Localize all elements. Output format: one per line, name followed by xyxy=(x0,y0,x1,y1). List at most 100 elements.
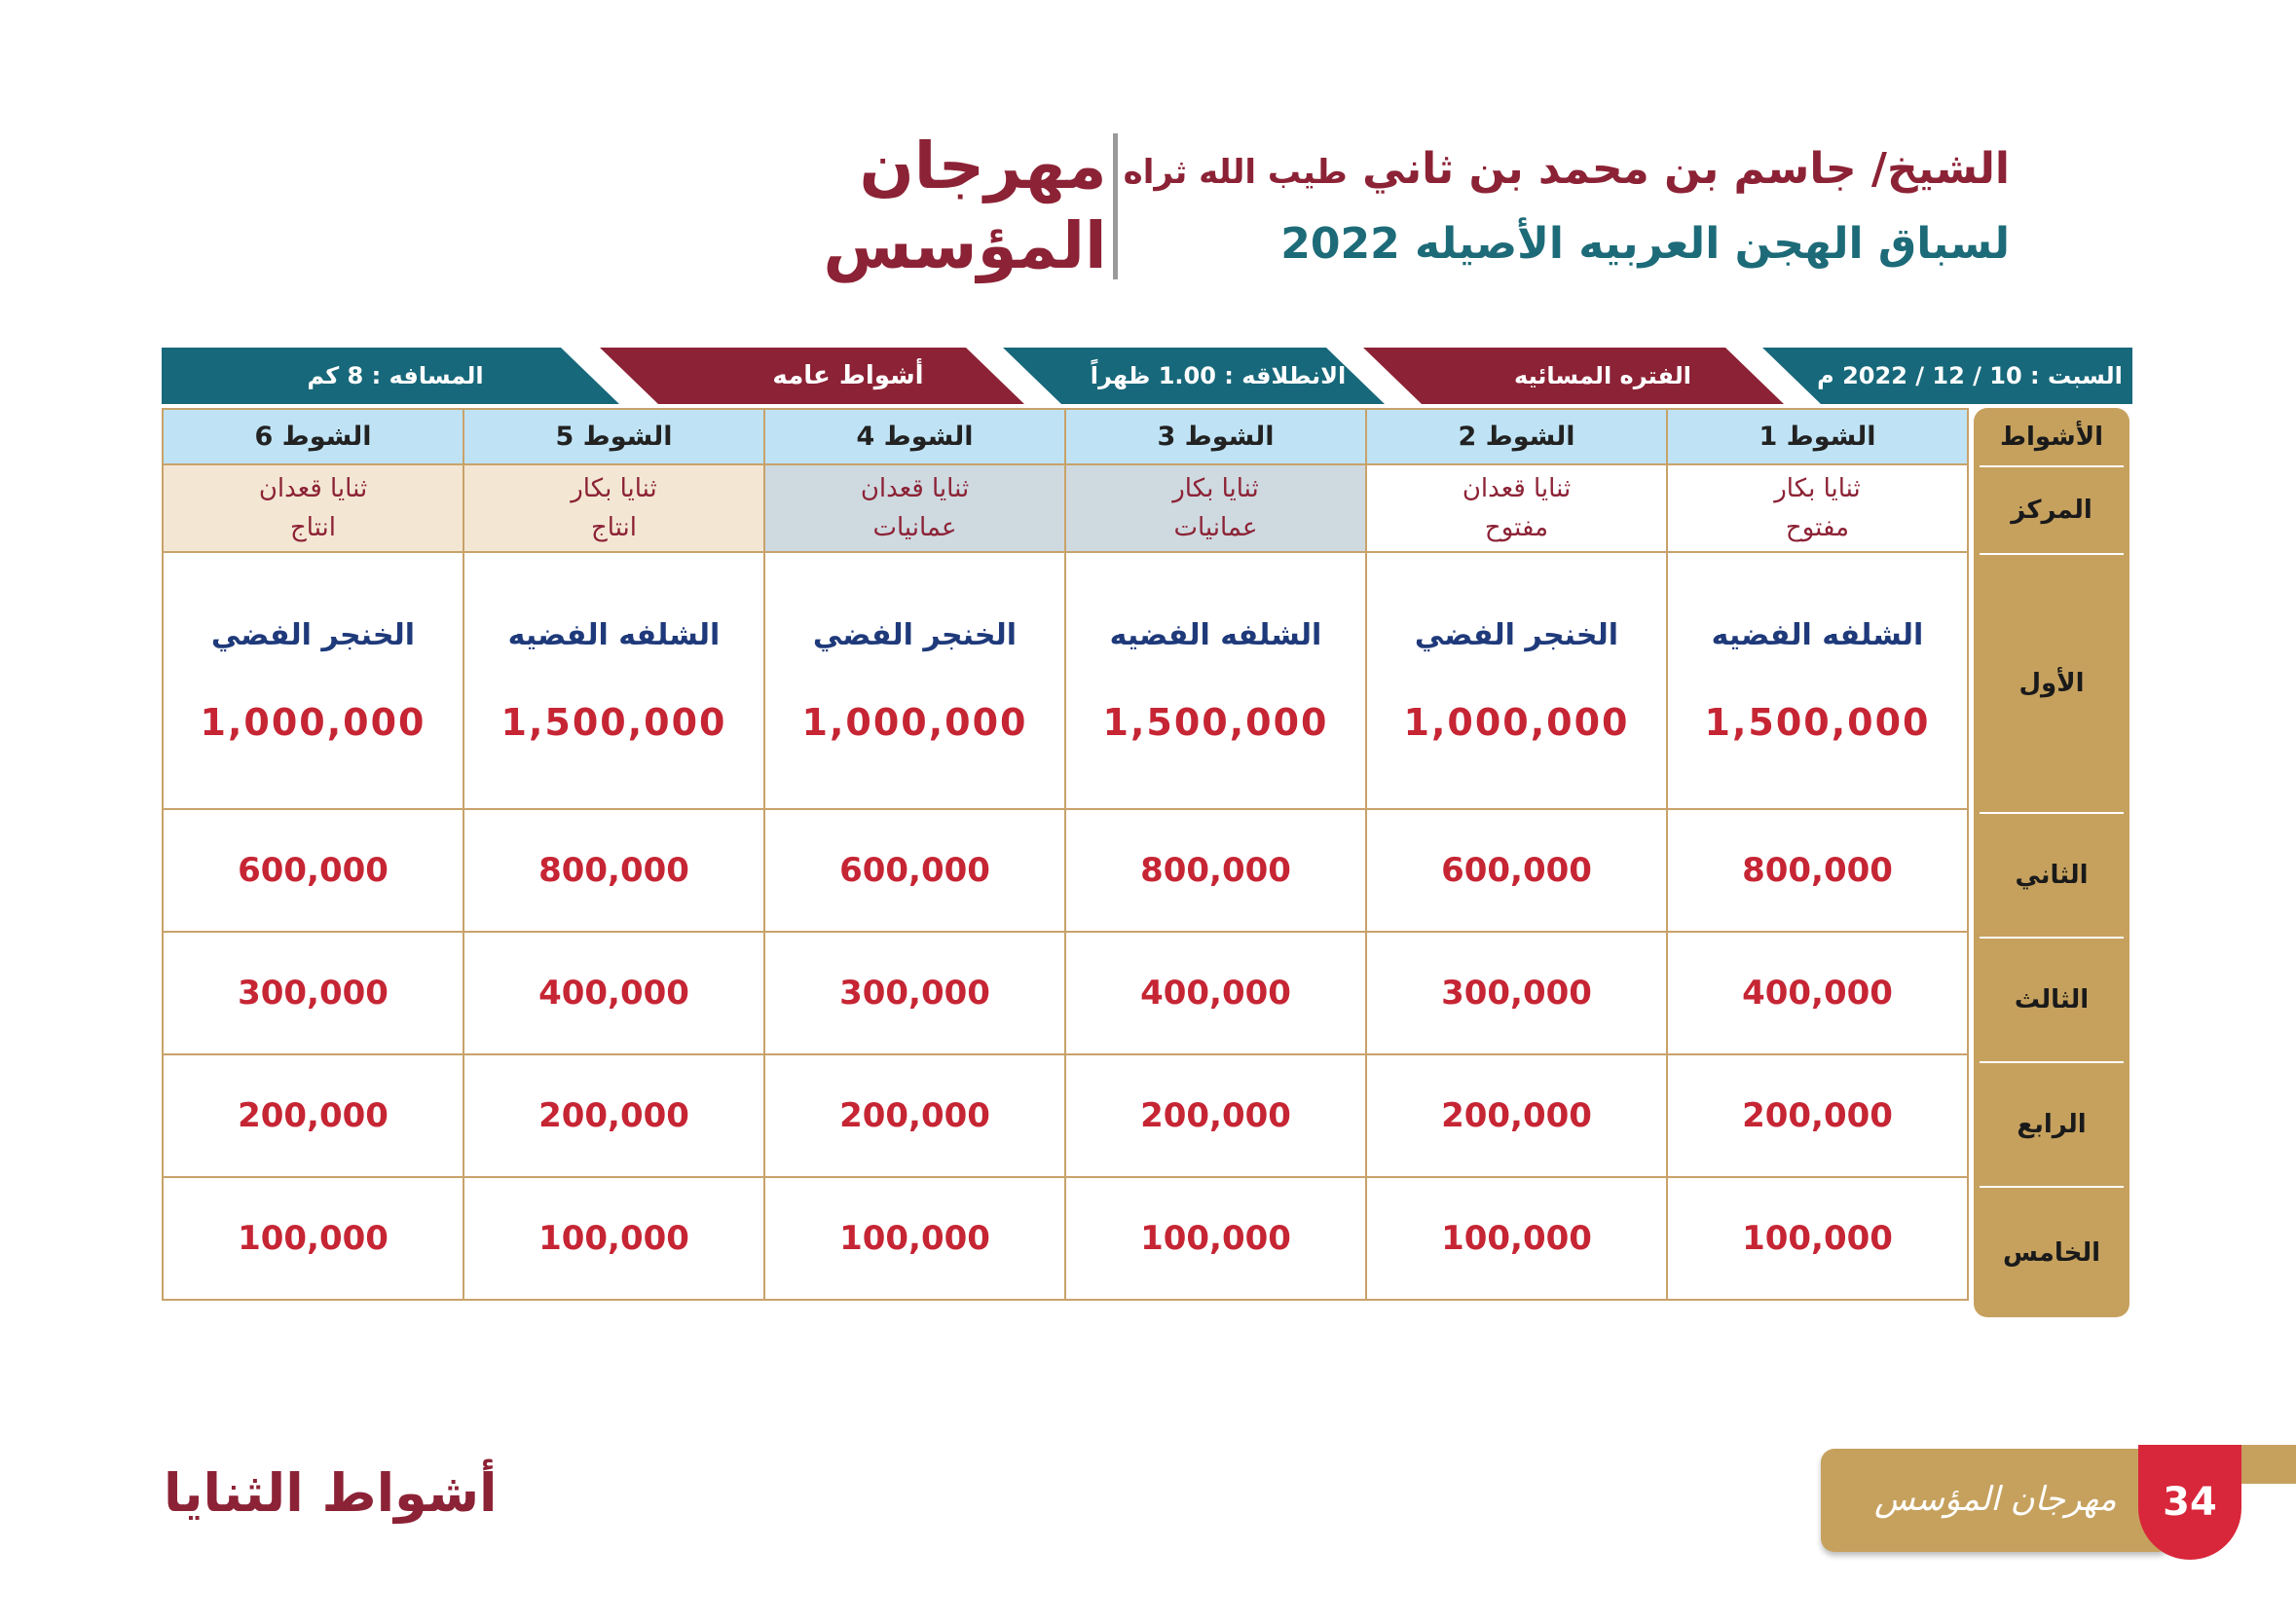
race-date: السبت : 10 / 12 / 2022 م xyxy=(1817,362,2123,389)
prize-table: الشوط 1 الشوط 2 الشوط 3 الشوط 4 الشوط 5 … xyxy=(162,408,1969,1301)
prize-cell: 200,000 xyxy=(763,1053,1066,1178)
label-center: المركز xyxy=(2011,496,2092,525)
festival-brand: مهرجان المؤسس xyxy=(799,127,1106,286)
category-type: عمانيات xyxy=(872,513,957,542)
subtitle-line-2: لسباق الهجن العربيه الأصيله 2022 xyxy=(1280,218,2010,269)
category-type: انتاج xyxy=(289,513,336,542)
prize-cell: 600,000 xyxy=(162,808,464,933)
page-number: 34 xyxy=(2138,1445,2241,1560)
trophy-name: الشلفه الفضيه xyxy=(1711,617,1924,652)
side-divider xyxy=(1980,812,2124,814)
category-name: ثنايا بكار xyxy=(1172,474,1259,503)
label-second: الثاني xyxy=(2015,861,2089,890)
prize-cell: 300,000 xyxy=(1365,931,1668,1055)
label-fifth: الخامس xyxy=(2002,1237,2101,1268)
first-place-row: الشلفه الفضيه 1,500,000 الخنجر الفضي 1,000… xyxy=(162,551,1969,810)
prize-cell: 100,000 xyxy=(1064,1176,1367,1301)
brand-line-2: المؤسس xyxy=(823,208,1107,283)
label-fourth: الرابع xyxy=(2017,1110,2087,1139)
prize-cell: 800,000 xyxy=(1064,808,1367,933)
prize-cell: 400,000 xyxy=(463,931,765,1055)
label-first: الأول xyxy=(2018,669,2085,698)
prize-cell: 200,000 xyxy=(1365,1053,1668,1178)
fourth-place-row: 200,000 200,000 200,000 200,000 200,000 … xyxy=(162,1053,1969,1178)
prize-cell: 300,000 xyxy=(763,931,1066,1055)
first-place-cell: الشلفه الفضيه 1,500,000 xyxy=(1064,551,1367,810)
first-prize: 1,000,000 xyxy=(801,700,1028,744)
prize-cell: 800,000 xyxy=(1666,808,1969,933)
category-cell: ثنايا بكار عمانيات xyxy=(1064,463,1367,553)
first-prize: 1,000,000 xyxy=(1403,700,1630,744)
header-divider xyxy=(1112,133,1118,279)
category-cell: ثنايا قعدان عمانيات xyxy=(763,463,1066,553)
prize-cell: 100,000 xyxy=(463,1176,765,1301)
prize-cell: 200,000 xyxy=(1064,1053,1367,1178)
heat-label: الشوط 4 xyxy=(763,408,1066,465)
category-type: مفتوح xyxy=(1484,513,1549,542)
header-subtitle: الشيخ/ جاسم بن محمد بن ثاني طيب الله ثرا… xyxy=(1124,133,2033,280)
side-divider xyxy=(1980,937,2124,939)
prize-cell: 800,000 xyxy=(463,808,765,933)
page-header: مهرجان المؤسس الشيخ/ جاسم بن محمد بن ثان… xyxy=(799,127,2033,286)
footer-tab: مهرجان المؤسس xyxy=(1821,1449,2171,1552)
info-ribbon: السبت : 10 / 12 / 2022 م الفتره المسائيه… xyxy=(162,348,2132,404)
trophy-name: الشلفه الفضيه xyxy=(507,617,721,652)
first-place-cell: الخنجر الفضي 1,000,000 xyxy=(763,551,1066,810)
prize-cell: 300,000 xyxy=(162,931,464,1055)
second-place-row: 800,000 600,000 800,000 600,000 800,000 … xyxy=(162,808,1969,933)
category-type: مفتوح xyxy=(1785,513,1850,542)
heat-label: الشوط 5 xyxy=(463,408,765,465)
prize-cell: 100,000 xyxy=(162,1176,464,1301)
subtitle-patron-honorific: طيب الله ثراه xyxy=(1123,152,1348,192)
prize-cell: 200,000 xyxy=(463,1053,765,1178)
race-type: أشواط عامه xyxy=(772,361,924,390)
prize-cell: 200,000 xyxy=(162,1053,464,1178)
category-name: ثنايا بكار xyxy=(1774,474,1861,503)
category-name: ثنايا قعدان xyxy=(258,474,368,503)
prize-cell: 400,000 xyxy=(1666,931,1969,1055)
section-title: أشواط الثنايا xyxy=(164,1462,498,1524)
heat-label: الشوط 2 xyxy=(1365,408,1668,465)
side-divider xyxy=(1980,553,2124,555)
trophy-name: الخنجر الفضي xyxy=(812,617,1018,652)
race-start-time: الانطلاقه : 1.00 ظهراً xyxy=(1090,362,1347,389)
category-name: ثنايا قعدان xyxy=(860,474,970,503)
heat-label: الشوط 6 xyxy=(162,408,464,465)
category-type: عمانيات xyxy=(1173,513,1258,542)
category-cell: ثنايا بكار مفتوح xyxy=(1666,463,1969,553)
side-divider xyxy=(1980,1186,2124,1188)
trophy-name: الخنجر الفضي xyxy=(1414,617,1619,652)
first-prize: 1,500,000 xyxy=(1102,700,1329,744)
subtitle-line-1: الشيخ/ جاسم بن محمد بن ثاني طيب الله ثرا… xyxy=(1124,133,2010,208)
prize-cell: 600,000 xyxy=(1365,808,1668,933)
category-name: ثنايا قعدان xyxy=(1462,474,1572,503)
first-prize: 1,000,000 xyxy=(200,700,426,744)
label-third: الثالث xyxy=(2014,985,2090,1014)
category-row: ثنايا بكار مفتوح ثنايا قعدان مفتوح ثنايا ب… xyxy=(162,463,1969,553)
first-prize: 1,500,000 xyxy=(500,700,727,744)
race-period: الفتره المسائيه xyxy=(1514,362,1691,389)
subtitle-patron: الشيخ/ جاسم بن محمد بن ثاني xyxy=(1362,143,2010,194)
category-type: انتاج xyxy=(590,513,637,542)
prize-cell: 600,000 xyxy=(763,808,1066,933)
ribbon-background xyxy=(162,348,2132,404)
festival-logo: مهرجان المؤسس xyxy=(1874,1480,2117,1519)
category-cell: ثنايا قعدان مفتوح xyxy=(1365,463,1668,553)
heat-label: الشوط 1 xyxy=(1666,408,1969,465)
side-divider xyxy=(1980,465,2124,467)
brand-line-1: مهرجان xyxy=(859,129,1107,203)
first-place-cell: الخنجر الفضي 1,000,000 xyxy=(1365,551,1668,810)
row-labels-column: الأشواط المركز الأول الثاني الثالث الراب… xyxy=(1974,408,2129,1317)
category-cell: ثنايا بكار انتاج xyxy=(463,463,765,553)
heat-header-row: الشوط 1 الشوط 2 الشوط 3 الشوط 4 الشوط 5 … xyxy=(162,408,1969,465)
prize-cell: 100,000 xyxy=(763,1176,1066,1301)
first-place-cell: الشلفه الفضيه 1,500,000 xyxy=(1666,551,1969,810)
first-place-cell: الخنجر الفضي 1,000,000 xyxy=(162,551,464,810)
prize-cell: 100,000 xyxy=(1666,1176,1969,1301)
category-name: ثنايا بكار xyxy=(571,474,657,503)
first-place-cell: الشلفه الفضيه 1,500,000 xyxy=(463,551,765,810)
category-cell: ثنايا قعدان انتاج xyxy=(162,463,464,553)
page-corner-strip xyxy=(2241,1445,2296,1484)
trophy-name: الخنجر الفضي xyxy=(210,617,416,652)
first-prize: 1,500,000 xyxy=(1704,700,1931,744)
